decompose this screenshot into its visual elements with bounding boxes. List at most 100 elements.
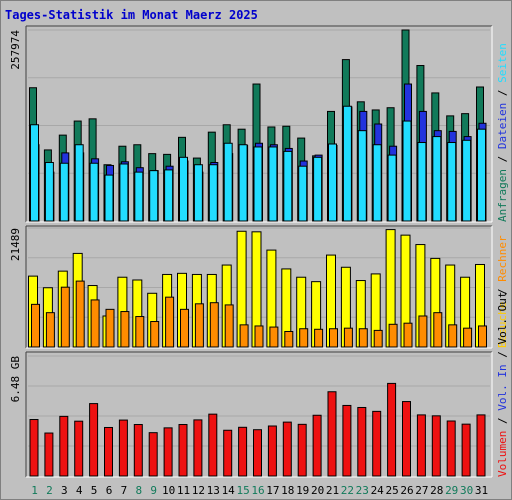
- bar-rechner: [299, 328, 309, 348]
- bar-seiten: [223, 142, 233, 222]
- bar-rechner: [448, 324, 458, 348]
- x-tick-label: 14: [222, 484, 236, 497]
- legend-panel-1-part: /: [496, 83, 509, 103]
- x-tick-label: 20: [311, 484, 324, 497]
- legend-panel-1: Anfragen / Dateien / Seiten: [496, 43, 509, 222]
- bar-rechner: [478, 325, 487, 348]
- legend-panel-2-part: Besuche: [496, 302, 509, 348]
- legend-panel-3-part: Volumen: [496, 431, 509, 477]
- bar-volumen: [342, 404, 352, 477]
- bar-rechner: [463, 327, 473, 348]
- x-tick-label: 1: [31, 484, 38, 497]
- bar-seiten: [208, 164, 218, 222]
- bar-rechner: [284, 330, 294, 348]
- bar-volumen: [357, 406, 367, 477]
- bar-rechner: [75, 280, 85, 348]
- bar-seiten: [477, 128, 486, 222]
- bar-volumen: [461, 423, 471, 477]
- legend-panel-3-part: /: [496, 345, 509, 365]
- x-tick-label: 19: [296, 484, 309, 497]
- legend-panel-1-part: Dateien: [496, 103, 509, 149]
- bar-seiten: [372, 144, 382, 222]
- bar-seiten: [89, 162, 99, 222]
- bar-rechner: [31, 303, 40, 348]
- bar-seiten: [74, 144, 84, 222]
- legend-panel-2: Besuche / Rechner: [496, 235, 509, 348]
- x-tick-label: 18: [281, 484, 294, 497]
- legend-panel-1-part: Anfragen: [496, 169, 509, 222]
- legend-panel-3: Volumen / Vol. In / Vol. Out: [496, 292, 509, 477]
- bar-volumen: [223, 429, 233, 477]
- bar-seiten: [238, 144, 248, 222]
- bar-rechner: [60, 286, 70, 348]
- x-tick-label: 29: [445, 484, 458, 497]
- x-tick-label: 3: [61, 484, 68, 497]
- bar-seiten: [30, 124, 39, 222]
- x-tick-label: 17: [266, 484, 279, 497]
- bar-rechner: [388, 323, 398, 348]
- legend-panel-3-part: Vol. In: [496, 364, 509, 410]
- bar-rechner: [105, 308, 115, 348]
- bar-volumen: [74, 420, 84, 477]
- bar-rechner: [165, 296, 175, 348]
- bar-seiten: [342, 105, 352, 222]
- bar-volumen: [416, 414, 426, 477]
- bar-rechner: [194, 303, 204, 348]
- bar-rechner: [135, 316, 145, 348]
- bar-seiten: [432, 136, 442, 222]
- bar-seiten: [179, 156, 188, 222]
- x-tick-label: 23: [356, 484, 369, 497]
- x-tick-label: 24: [371, 484, 385, 497]
- bar-rechner: [433, 312, 443, 348]
- bar-seiten: [193, 164, 203, 222]
- x-tick-label: 11: [177, 484, 190, 497]
- x-tick-label: 9: [150, 484, 157, 497]
- bar-seiten: [164, 169, 174, 222]
- chart-title: Tages-Statistik im Monat Maerz 2025: [5, 8, 258, 22]
- bar-volumen: [89, 403, 99, 477]
- bar-seiten: [253, 146, 263, 222]
- bar-seiten: [283, 150, 293, 222]
- bar-rechner: [120, 311, 130, 348]
- bar-volumen: [282, 421, 292, 477]
- bar-volumen: [446, 420, 456, 477]
- bar-volumen: [178, 424, 188, 477]
- x-tick-label: 30: [460, 484, 473, 497]
- x-tick-label: 5: [91, 484, 98, 497]
- bar-rechner: [45, 312, 55, 348]
- bar-volumen: [387, 382, 397, 477]
- legend-panel-3-part: /: [496, 411, 509, 431]
- bar-seiten: [104, 174, 114, 222]
- x-tick-label: 13: [207, 484, 220, 497]
- y-max-label-panel-2: 21489: [9, 228, 22, 261]
- bar-rechner: [209, 302, 219, 348]
- bar-volumen: [267, 425, 277, 477]
- x-tick-label: 6: [106, 484, 113, 497]
- bar-seiten: [119, 163, 129, 222]
- bar-volumen: [133, 424, 143, 477]
- x-tick-label: 2: [46, 484, 53, 497]
- bar-seiten: [462, 139, 472, 222]
- x-tick-label: 16: [251, 484, 264, 497]
- bar-volumen: [312, 414, 322, 477]
- x-tick-label: 25: [385, 484, 398, 497]
- bar-volumen: [29, 419, 39, 477]
- bar-seiten: [149, 170, 159, 222]
- x-tick-label: 26: [400, 484, 413, 497]
- x-tick-label: 8: [135, 484, 142, 497]
- y-max-label-panel-1: 257974: [9, 30, 22, 70]
- bar-seiten: [328, 143, 337, 222]
- bar-rechner: [373, 329, 383, 348]
- bar-seiten: [134, 171, 144, 222]
- bar-rechner: [180, 308, 189, 348]
- bar-rechner: [269, 326, 279, 348]
- bar-seiten: [298, 165, 308, 222]
- bar-volumen: [431, 415, 441, 477]
- x-tick-label: 31: [475, 484, 488, 497]
- legend-panel-2-part: /: [496, 282, 509, 302]
- legend-panel-2-part: Rechner: [496, 235, 509, 282]
- x-tick-label: 4: [76, 484, 83, 497]
- bar-rechner: [343, 327, 353, 348]
- x-tick-label: 7: [121, 484, 128, 497]
